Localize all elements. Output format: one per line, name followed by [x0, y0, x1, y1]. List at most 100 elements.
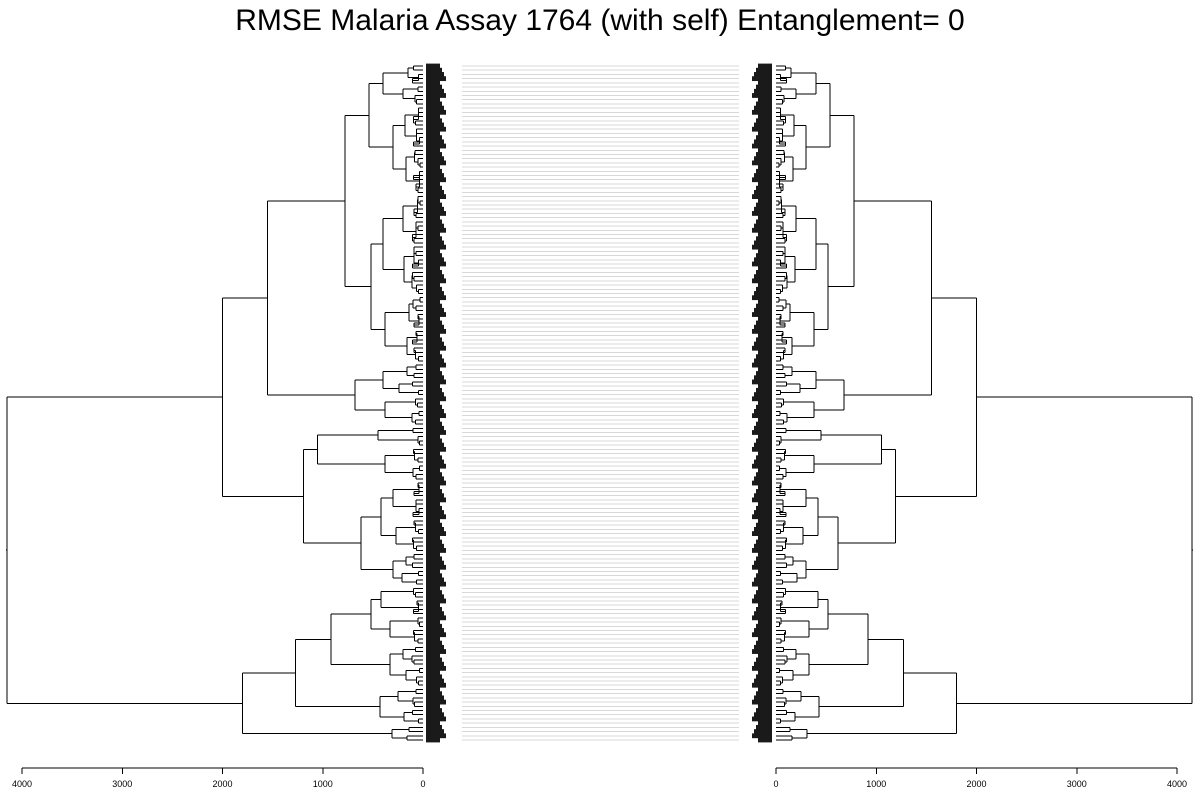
leaf-label	[758, 198, 772, 204]
leaf-label	[426, 211, 446, 216]
leaf-label	[426, 657, 442, 663]
leaf-label	[426, 270, 442, 275]
left-dendrogram	[6, 65, 423, 741]
leaf-label	[758, 181, 772, 187]
leaf-label	[426, 396, 446, 402]
leaf-label	[426, 189, 444, 195]
leaf-label	[426, 678, 444, 684]
leaf-label	[756, 387, 772, 393]
leaf-label	[758, 737, 772, 743]
leaf-label	[426, 577, 444, 583]
leaf-label	[426, 312, 446, 317]
leaf-label	[426, 244, 446, 250]
axis-tick-label: 2000	[966, 779, 986, 789]
leaf-label	[426, 333, 440, 338]
leaf-label	[752, 446, 772, 452]
leaf-label	[752, 109, 772, 115]
leaf-label	[756, 623, 772, 629]
leaf-label	[758, 265, 772, 271]
leaf-label	[754, 510, 772, 515]
leaf-label	[756, 236, 772, 242]
leaf-label	[752, 362, 772, 368]
leaf-label	[426, 118, 442, 124]
leaf-label	[756, 152, 772, 157]
leaf-label	[426, 227, 446, 233]
leaf-label	[756, 556, 772, 562]
leaf-label	[426, 97, 440, 103]
leaf-label	[752, 463, 772, 469]
leaf-label	[752, 514, 772, 520]
leaf-label	[756, 489, 772, 494]
leaf-label	[758, 501, 772, 507]
leaf-label	[426, 446, 446, 452]
leaf-label	[426, 623, 442, 629]
leaf-label	[426, 274, 444, 280]
leaf-label	[752, 733, 772, 739]
leaf-label	[426, 497, 446, 503]
leaf-label	[756, 253, 772, 258]
leaf-label	[426, 556, 442, 562]
leaf-label	[756, 202, 772, 208]
leaf-label	[426, 695, 444, 701]
leaf-label	[754, 442, 772, 448]
leaf-label	[756, 573, 772, 579]
leaf-label	[426, 716, 446, 722]
leaf-label	[426, 670, 440, 675]
leaf-label	[426, 518, 440, 524]
leaf-label	[426, 585, 440, 591]
leaf-label	[426, 733, 446, 739]
leaf-label	[752, 649, 772, 654]
leaf-label	[754, 139, 772, 145]
leaf-label	[756, 118, 772, 124]
leaf-label	[754, 307, 772, 313]
leaf-label	[758, 636, 772, 642]
leaf-label	[426, 371, 442, 376]
leaf-label	[758, 703, 772, 709]
leaf-label	[426, 463, 446, 469]
leaf-label	[426, 248, 440, 254]
leaf-label	[426, 430, 446, 435]
leaf-label	[756, 354, 772, 360]
right-height-axis: 0 1000 2000 3000 4000	[773, 767, 1187, 789]
leaf-label	[426, 84, 442, 90]
leaf-label	[426, 114, 440, 119]
leaf-label	[426, 425, 444, 431]
leaf-label	[426, 501, 440, 507]
leaf-label	[758, 282, 772, 288]
leaf-label	[752, 430, 772, 435]
leaf-label	[426, 615, 446, 621]
leaf-label	[754, 577, 772, 583]
leaf-label	[426, 80, 440, 86]
axis-tick-label: 0	[420, 779, 425, 789]
axis-tick-label: 3000	[1067, 779, 1087, 789]
leaf-label	[426, 282, 440, 288]
axis-tick-label: 2000	[212, 779, 232, 789]
leaf-label	[426, 362, 446, 368]
leaf-label	[426, 354, 442, 360]
leaf-label	[752, 632, 772, 638]
leaf-label	[756, 522, 772, 528]
leaf-label	[754, 223, 772, 229]
leaf-label	[758, 619, 772, 625]
leaf-label	[754, 274, 772, 280]
leaf-label	[756, 286, 772, 292]
leaf-label	[426, 320, 442, 326]
leaf-label	[758, 232, 772, 237]
leaf-label	[752, 480, 772, 486]
leaf-label	[754, 122, 772, 128]
leaf-label	[756, 590, 772, 595]
leaf-label	[426, 143, 446, 149]
leaf-label	[426, 400, 440, 406]
leaf-label	[752, 531, 772, 536]
leaf-label	[752, 413, 772, 419]
leaf-label	[754, 459, 772, 465]
leaf-label	[426, 152, 442, 157]
leaf-label	[426, 101, 442, 107]
leaf-label	[752, 312, 772, 317]
leaf-label	[754, 493, 772, 499]
leaf-label	[754, 695, 772, 701]
leaf-label	[426, 194, 446, 199]
leaf-label	[426, 442, 444, 448]
leaf-label	[426, 539, 442, 545]
